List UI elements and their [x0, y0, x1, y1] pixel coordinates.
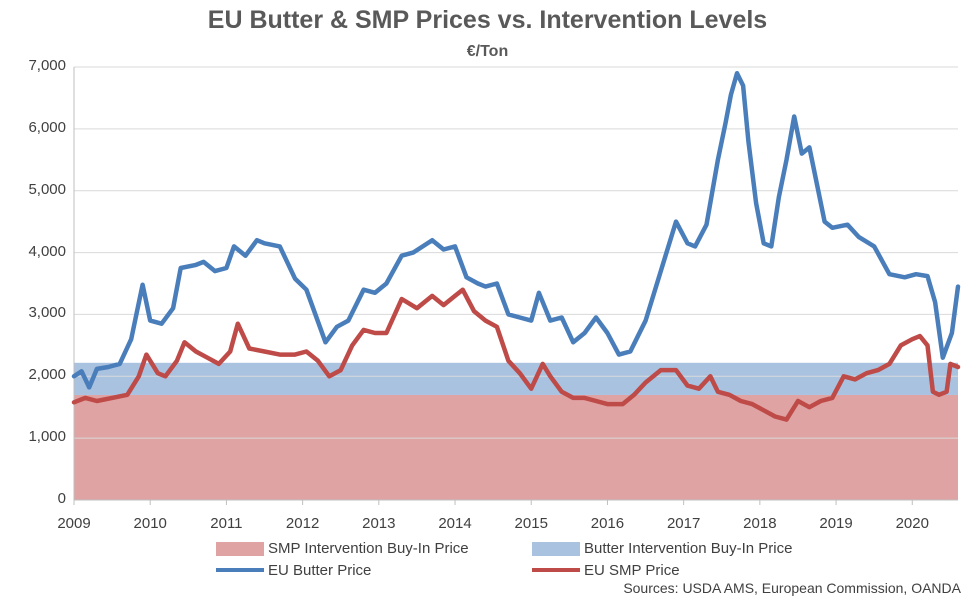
legend-label-smp-intervention: SMP Intervention Buy-In Price [268, 540, 469, 557]
x-tick-label: 2009 [57, 515, 91, 532]
y-tick-label: 6,000 [28, 118, 66, 136]
intervention-band-smp [74, 394, 958, 500]
y-tick-label: 3,000 [28, 304, 66, 322]
x-tick-label: 2015 [514, 515, 548, 532]
y-tick-label: 4,000 [28, 242, 66, 260]
y-tick-label: 5,000 [28, 180, 66, 198]
y-tick-label: 1,000 [28, 428, 66, 446]
source-note: Sources: USDA AMS, European Commission, … [623, 580, 961, 596]
legend-swatch-butter-price [216, 568, 264, 573]
x-tick-label: 2012 [285, 515, 320, 532]
legend-label-smp-price: EU SMP Price [584, 562, 680, 579]
chart-subtitle: €/Ton [466, 43, 509, 60]
chart-title: EU Butter & SMP Prices vs. Intervention … [207, 6, 768, 34]
x-tick-label: 2017 [666, 515, 701, 532]
series-line-smp-price [71, 287, 961, 422]
legend-swatch-smp-price [532, 568, 580, 573]
x-tick-label: 2010 [133, 515, 167, 532]
legend-item-butter-intervention: Butter Intervention Buy-In Price [532, 540, 792, 557]
legend-swatch-butter-intervention [532, 542, 580, 557]
legend-label-butter-intervention: Butter Intervention Buy-In Price [584, 540, 793, 557]
x-tick-label: 2020 [895, 515, 929, 532]
series-line-butter-price [71, 70, 961, 390]
y-tick-label: 2,000 [28, 366, 66, 384]
legend-swatch-smp-intervention [216, 542, 264, 557]
y-tick-label: 7,000 [28, 57, 66, 74]
x-tick-label: 2019 [819, 515, 853, 532]
y-tick-label: 0 [57, 490, 66, 507]
legend-item-smp-intervention: SMP Intervention Buy-In Price [216, 540, 469, 557]
legend-item-butter-price: EU Butter Price [216, 562, 371, 579]
x-tick-label: 2013 [362, 515, 396, 532]
legend-label-butter-price: EU Butter Price [268, 562, 372, 579]
x-tick-label: 2018 [743, 515, 777, 532]
x-tick-label: 2011 [210, 515, 243, 532]
legend-item-smp-price: EU SMP Price [532, 562, 680, 579]
x-tick-label: 2016 [590, 515, 625, 532]
x-tick-label: 2014 [438, 515, 472, 532]
